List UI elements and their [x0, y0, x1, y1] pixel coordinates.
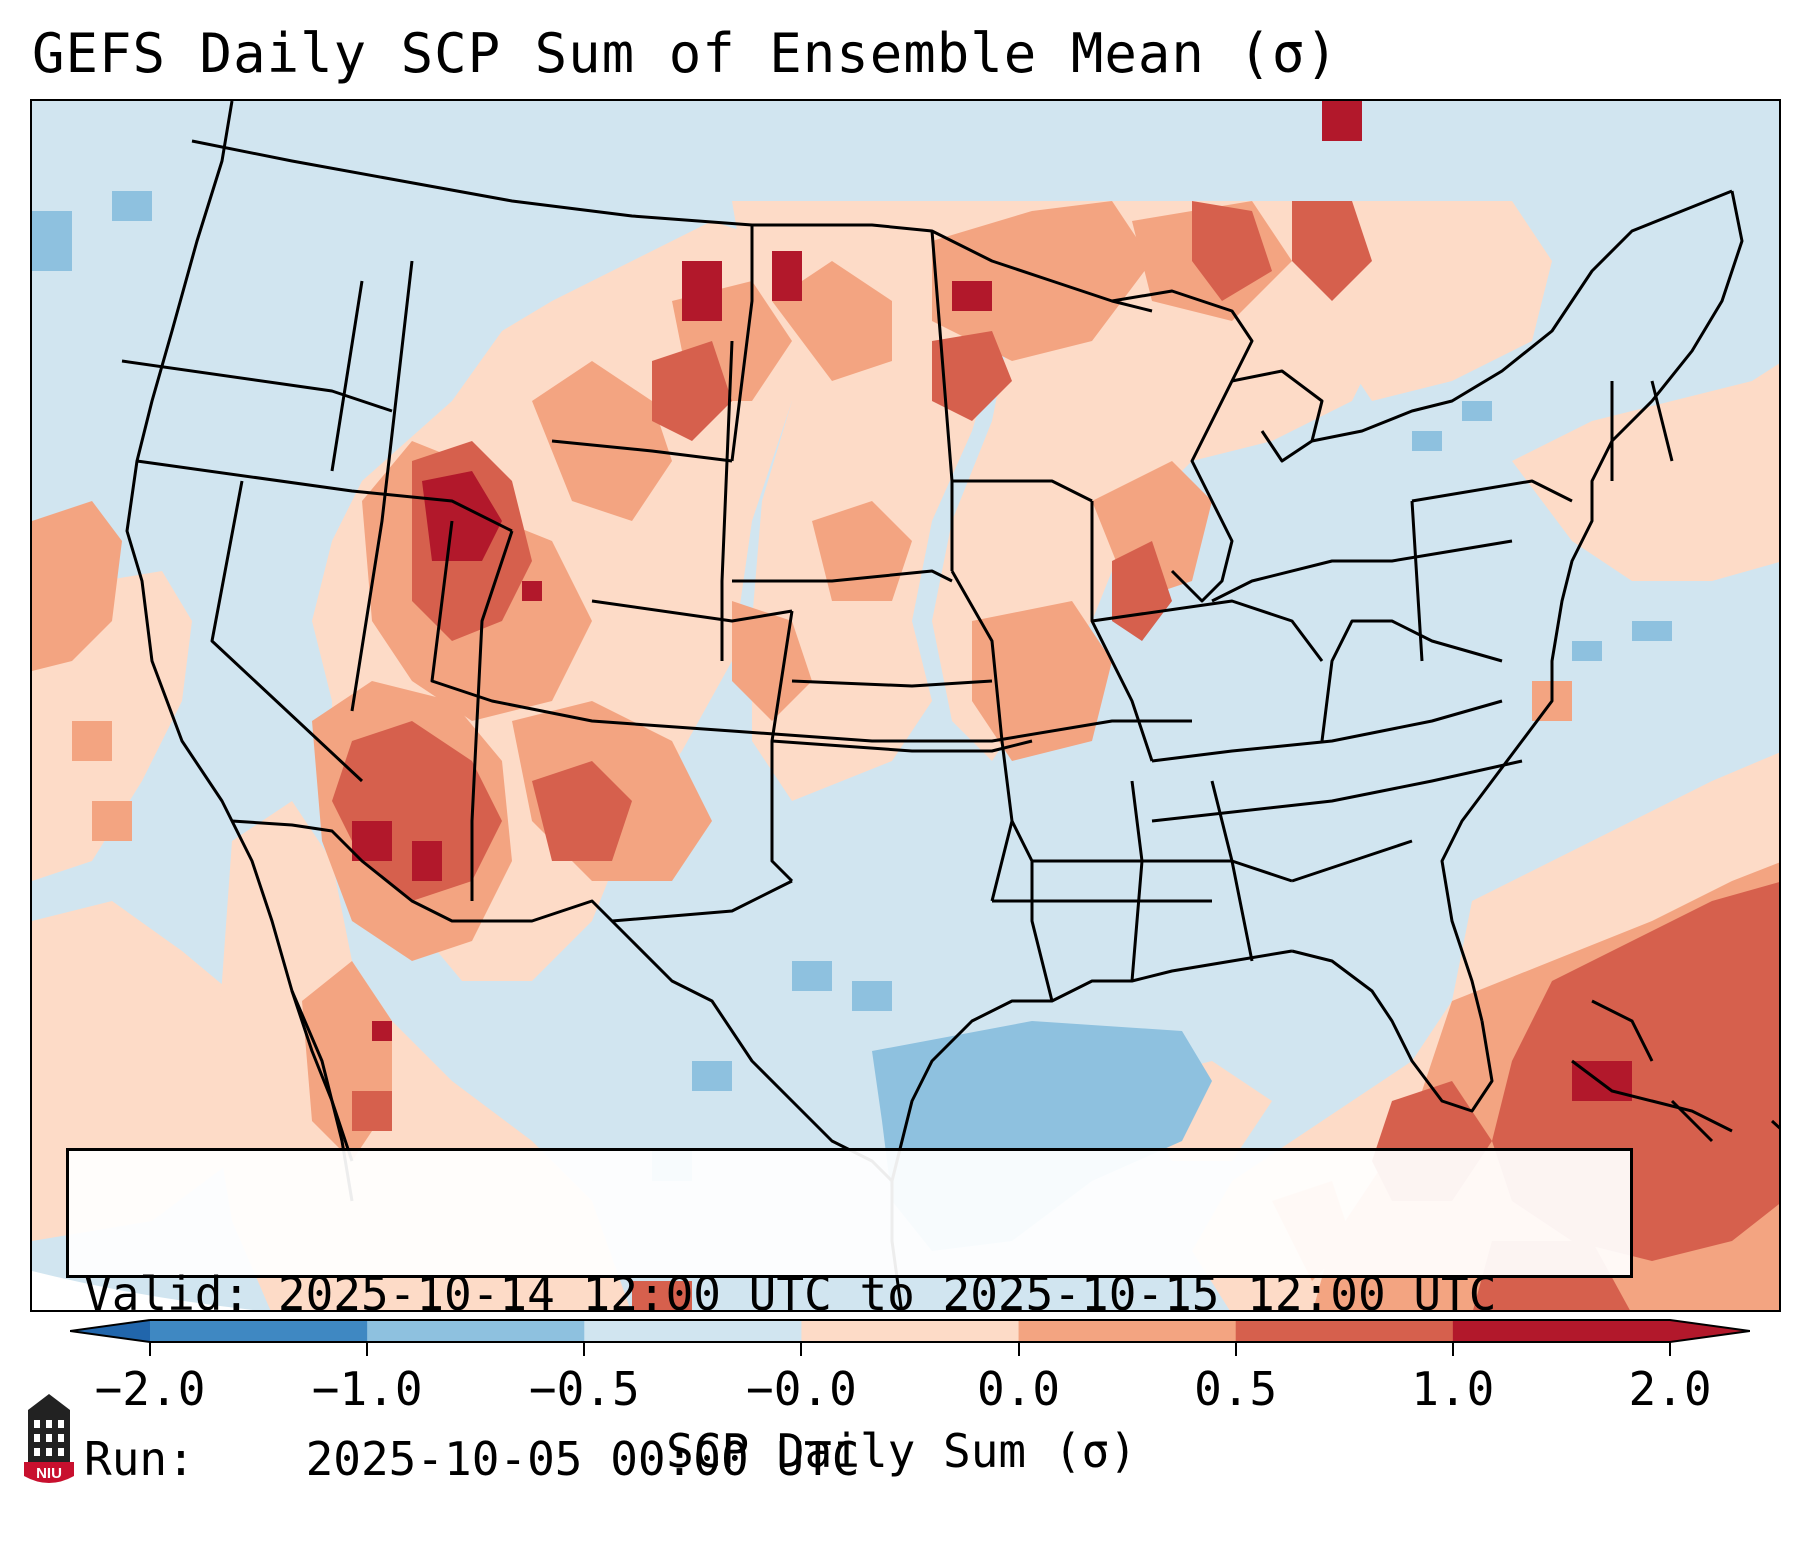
- colorbar-tick-mark: [1669, 1342, 1671, 1356]
- colorbar-tick-label: −2.0: [94, 1362, 206, 1416]
- colorbar-tick-mark: [1234, 1342, 1237, 1356]
- scp-anomaly-map: [32, 101, 1779, 1310]
- colorbar-bin: [1235, 1320, 1454, 1342]
- colorbar: [70, 1319, 1750, 1343]
- colorbar-tick-mark: [583, 1342, 586, 1356]
- valid-run-infobox: Valid: 2025-10-14 12:00 UTC to 2025-10-1…: [66, 1148, 1633, 1486]
- run-value: 2025-10-05 00:00 UTC: [305, 1432, 860, 1486]
- colorbar-tick-label: 1.0: [1411, 1362, 1495, 1416]
- colorbar-bin: [801, 1320, 1020, 1342]
- colorbar-tick-mark: [1451, 1342, 1454, 1356]
- colorbar-bin: [584, 1320, 802, 1342]
- colorbar-tick-mark: [149, 1342, 151, 1356]
- colorbar-under-arrow: [70, 1320, 150, 1342]
- colorbar-label: SCP Daily Sum (σ): [666, 1424, 1137, 1478]
- map-panel: [30, 99, 1781, 1312]
- state-boundaries: [121, 101, 1744, 1310]
- colorbar-tick-label: −0.0: [746, 1362, 857, 1416]
- run-row: Run: 2025-10-05 00:00 UTC: [84, 1432, 1630, 1487]
- colorbar-tick-label: 0.5: [1194, 1362, 1278, 1416]
- valid-value: 2025-10-14 12:00 UTC to 2025-10-15 12:00…: [277, 1267, 1497, 1321]
- colorbar-bin: [150, 1320, 368, 1342]
- colorbar-tick-label: −0.5: [528, 1362, 640, 1416]
- colorbar-tick-label: 2.0: [1628, 1362, 1712, 1416]
- map-title: GEFS Daily SCP Sum of Ensemble Mean (σ): [32, 22, 1339, 85]
- projection-corner: [32, 1271, 254, 1310]
- colorbar-over-arrow: [1670, 1320, 1750, 1342]
- colorbar-bin: [1018, 1320, 1237, 1342]
- niu-logo: NIU: [24, 1394, 74, 1483]
- logo-shield: [24, 1462, 74, 1483]
- logo-tower-roof: [28, 1394, 70, 1410]
- colorbar-tick-label: −1.0: [311, 1362, 423, 1416]
- colorbar-bin: [1452, 1320, 1671, 1342]
- colorbar-bins: [150, 1320, 1671, 1342]
- colorbar-tick-label: 0.0: [977, 1362, 1061, 1416]
- colorbar-bin: [367, 1320, 585, 1342]
- colorbar-tick-mark: [1017, 1342, 1020, 1356]
- colorbar-tick-mark: [800, 1342, 803, 1356]
- logo-text: NIU: [36, 1465, 62, 1482]
- caribbean-coastlines: [1571, 999, 1779, 1143]
- valid-label: Valid:: [84, 1267, 251, 1321]
- valid-row: Valid: 2025-10-14 12:00 UTC to 2025-10-1…: [84, 1267, 1630, 1322]
- colorbar-tick-mark: [366, 1342, 369, 1356]
- run-label: Run:: [84, 1432, 195, 1486]
- extreme-positive-spots: [352, 101, 1632, 1101]
